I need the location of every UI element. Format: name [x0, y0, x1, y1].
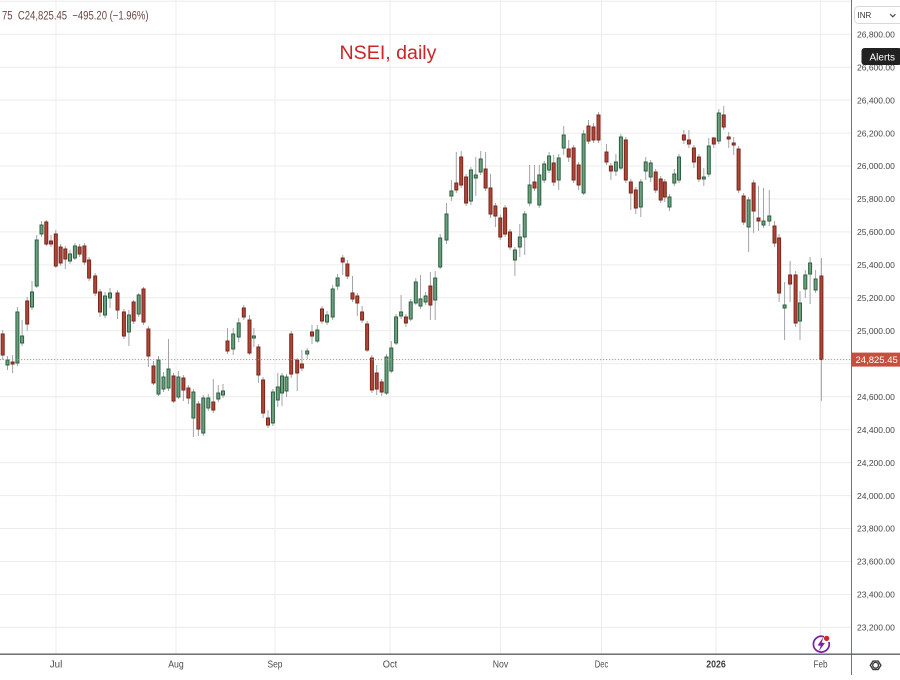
svg-text:2026: 2026: [706, 660, 726, 671]
svg-text:26,200.00: 26,200.00: [857, 128, 895, 138]
svg-text:25,800.00: 25,800.00: [857, 194, 895, 204]
svg-text:23,600.00: 23,600.00: [857, 557, 895, 567]
svg-text:Nov: Nov: [493, 660, 509, 671]
svg-text:Jul: Jul: [50, 660, 63, 671]
svg-text:Alerts: Alerts: [870, 53, 896, 64]
svg-text:23,800.00: 23,800.00: [857, 524, 895, 534]
svg-text:25,000.00: 25,000.00: [857, 326, 895, 336]
svg-text:26,800.00: 26,800.00: [857, 29, 895, 39]
svg-text:25,200.00: 25,200.00: [857, 293, 895, 303]
svg-text:NSEI, daily: NSEI, daily: [340, 42, 437, 64]
svg-text:Oct: Oct: [383, 660, 398, 671]
svg-text:23,200.00: 23,200.00: [857, 623, 895, 633]
svg-text:25,600.00: 25,600.00: [857, 227, 895, 237]
svg-text:24,000.00: 24,000.00: [857, 491, 895, 501]
svg-text:26,000.00: 26,000.00: [857, 161, 895, 171]
svg-text:26,400.00: 26,400.00: [857, 95, 895, 105]
svg-text:Dec: Dec: [595, 660, 609, 671]
svg-text:24,200.00: 24,200.00: [857, 458, 895, 468]
svg-text:75 C24,825.45 −495.20 (−1.96: 75 C24,825.45 −495.20 (−1.96%): [2, 11, 149, 23]
svg-text:Aug: Aug: [168, 660, 184, 671]
svg-text:25,400.00: 25,400.00: [857, 260, 895, 270]
svg-text:24,600.00: 24,600.00: [857, 392, 895, 402]
svg-text:Feb: Feb: [814, 660, 828, 671]
svg-text:23,400.00: 23,400.00: [857, 590, 895, 600]
svg-text:Sep: Sep: [268, 660, 283, 671]
svg-text:24,825.45: 24,825.45: [856, 355, 898, 366]
svg-text:INR: INR: [858, 11, 872, 20]
svg-text:24,400.00: 24,400.00: [857, 425, 895, 435]
